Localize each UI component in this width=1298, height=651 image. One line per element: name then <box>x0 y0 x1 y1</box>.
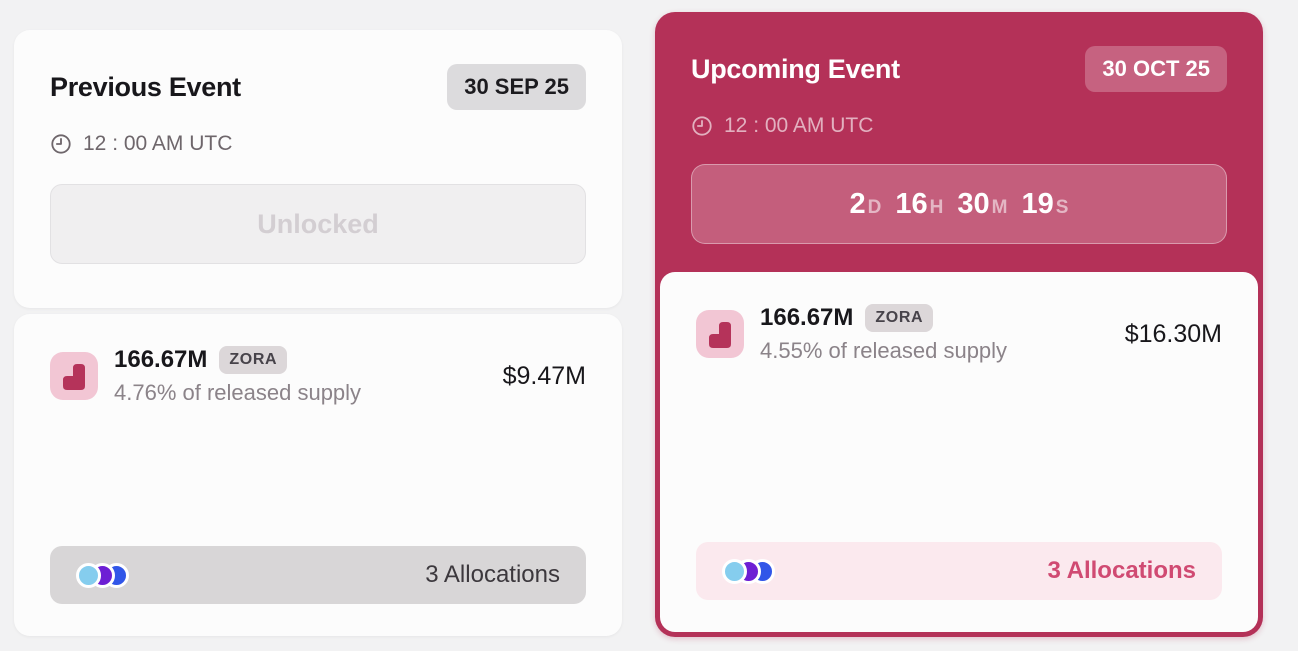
token-amount: 166.67M <box>760 304 854 331</box>
zora-token-icon <box>50 352 98 400</box>
token-row: 166.67M ZORA 4.76% of released supply $9… <box>50 346 586 406</box>
upcoming-event-body-panel: 166.67M ZORA 4.55% of released supply $1… <box>660 272 1258 632</box>
countdown-hours-unit: H <box>929 196 944 218</box>
upcoming-event-header-panel: Upcoming Event 30 OCT 25 12 : 00 AM UTC … <box>660 17 1258 272</box>
countdown-seconds: 19 <box>1021 187 1054 220</box>
previous-event-card: Previous Event 30 SEP 25 12 : 00 AM UTC … <box>14 30 622 636</box>
allocations-count-label: 3 Allocations <box>425 561 560 588</box>
upcoming-event-title: Upcoming Event <box>691 53 900 84</box>
countdown-seconds-unit: S <box>1055 196 1069 218</box>
countdown-days-unit: D <box>867 196 882 218</box>
token-supply-note: 4.76% of released supply <box>114 380 362 405</box>
allocations-bar[interactable]: 3 Allocations <box>50 546 586 604</box>
previous-event-body-panel: 166.67M ZORA 4.76% of released supply $9… <box>14 314 622 636</box>
previous-event-title: Previous Event <box>50 71 241 102</box>
token-usd-value: $9.47M <box>502 361 586 390</box>
token-symbol-badge: ZORA <box>219 346 288 374</box>
unlocked-status-button[interactable]: Unlocked <box>50 184 586 264</box>
token-row: 166.67M ZORA 4.55% of released supply $1… <box>696 304 1222 364</box>
token-usd-value: $16.30M <box>1124 319 1222 348</box>
token-supply-note: 4.55% of released supply <box>760 338 1008 363</box>
upcoming-event-date-badge: 30 OCT 25 <box>1085 46 1227 92</box>
upcoming-event-card: Upcoming Event 30 OCT 25 12 : 00 AM UTC … <box>655 12 1263 637</box>
previous-event-date-badge: 30 SEP 25 <box>447 64 586 110</box>
previous-event-time: 12 : 00 AM UTC <box>83 132 233 155</box>
previous-event-header-panel: Previous Event 30 SEP 25 12 : 00 AM UTC … <box>14 30 622 308</box>
allocation-dot-1 <box>722 558 747 584</box>
token-symbol-badge: ZORA <box>865 304 934 332</box>
allocation-dot-1 <box>76 562 101 588</box>
allocation-avatar-dots <box>76 562 129 588</box>
countdown-hours: 16 <box>895 187 928 220</box>
allocations-count-label: 3 Allocations <box>1047 557 1196 584</box>
upcoming-event-time: 12 : 00 AM UTC <box>724 114 874 137</box>
allocations-bar[interactable]: 3 Allocations <box>696 542 1222 600</box>
allocation-avatar-dots <box>722 558 775 584</box>
zora-token-icon <box>696 310 744 358</box>
countdown-timer: 2 D 16 H 30 M 19 S <box>691 164 1227 244</box>
token-amount: 166.67M <box>114 346 208 373</box>
countdown-days: 2 <box>849 187 866 220</box>
clock-icon <box>691 115 713 137</box>
countdown-minutes-unit: M <box>991 196 1008 218</box>
countdown-minutes: 30 <box>957 187 990 220</box>
clock-icon <box>50 133 72 155</box>
